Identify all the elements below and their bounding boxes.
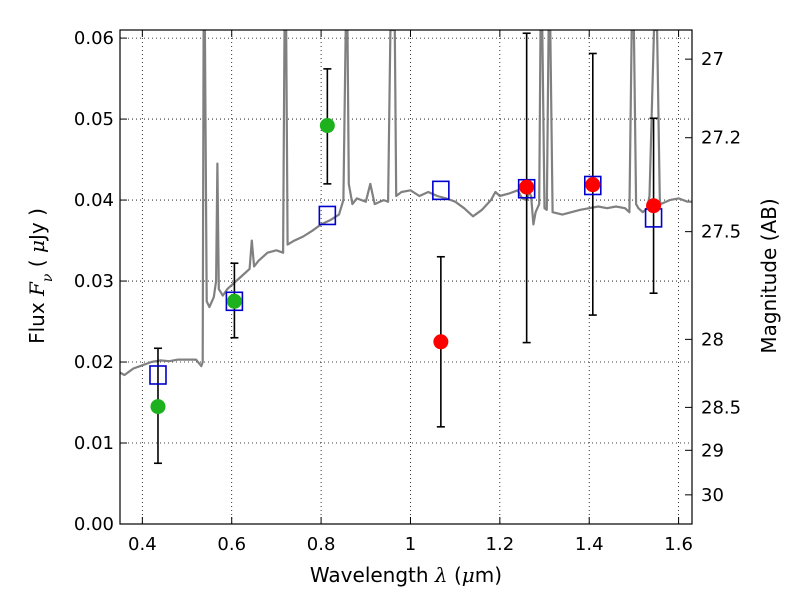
green-data-point <box>319 118 335 134</box>
y2-tick-label: 28 <box>701 329 724 350</box>
y-axis-label: Flux Fν ( μJy ) <box>25 208 56 344</box>
x-axis-label-part: m) <box>475 563 502 587</box>
x-tick-label: 1.2 <box>486 534 515 555</box>
y2-tick-label: 28.5 <box>701 397 741 418</box>
red-data-point <box>519 179 535 195</box>
y-tick-label: 0.03 <box>74 271 114 292</box>
data-markers <box>149 118 663 415</box>
y-tick-label: 0.02 <box>74 352 114 373</box>
y2-axis-label: Magnitude (AB) <box>757 198 781 353</box>
y2-tick-label: 27 <box>701 49 724 70</box>
red-data-point <box>433 334 449 350</box>
model-photometry-square <box>583 175 602 196</box>
model-photometry-square <box>225 291 244 312</box>
y2-tick-label: 30 <box>701 485 724 506</box>
x-tick-label: 0.6 <box>217 534 246 555</box>
plot-frame <box>119 29 693 525</box>
y2-tick-label: 29 <box>701 440 724 461</box>
y-tick-label: 0.01 <box>74 433 114 454</box>
model-photometry-square <box>149 365 167 385</box>
x-axis-label: Wavelength λ (μm) <box>310 563 502 587</box>
error-bars <box>153 32 658 465</box>
y-tick-label: 0.04 <box>74 190 114 211</box>
green-data-point <box>226 293 242 309</box>
model-photometry-square <box>318 205 337 226</box>
x-axis-label-part: λ <box>434 563 448 587</box>
y-tick-label: 0.06 <box>74 28 114 49</box>
green-data-point <box>150 399 166 415</box>
axis-ticks: 0.4 0.6 0.8 1 1.2 1.4 1.6 0.00 0.01 0.02 0.03 0.04 0… <box>74 28 741 555</box>
x-tick-label: 1 <box>405 534 416 555</box>
model-spectrum <box>120 30 692 377</box>
x-tick-label: 1.4 <box>575 534 604 555</box>
x-axis-label-part: Wavelength <box>310 563 435 587</box>
y-axis-label-part: μ <box>25 240 49 253</box>
x-axis-label-part: μ <box>462 563 475 587</box>
model-spectrum-line <box>120 30 692 377</box>
y-tick-label: 0.00 <box>74 514 114 535</box>
red-data-point <box>585 177 601 193</box>
x-tick-label: 1.6 <box>664 534 693 555</box>
y-axis-label-part: Jy ) <box>25 208 49 242</box>
y-axis-label-part: Flux <box>25 296 49 344</box>
y2-tick-label: 27.2 <box>701 128 741 149</box>
x-axis-label-part: ( <box>448 563 462 587</box>
y-tick-label: 0.05 <box>74 109 114 130</box>
model-photometry-square <box>432 180 450 201</box>
x-tick-label: 0.8 <box>307 534 336 555</box>
y-axis-label-part: F <box>25 281 49 297</box>
y-axis-label-part: ( <box>25 253 49 274</box>
y-axis-label-part: ν <box>40 273 56 282</box>
red-data-point <box>646 198 662 214</box>
x-tick-label: 0.4 <box>128 534 157 555</box>
y2-tick-label: 27.5 <box>701 222 741 243</box>
